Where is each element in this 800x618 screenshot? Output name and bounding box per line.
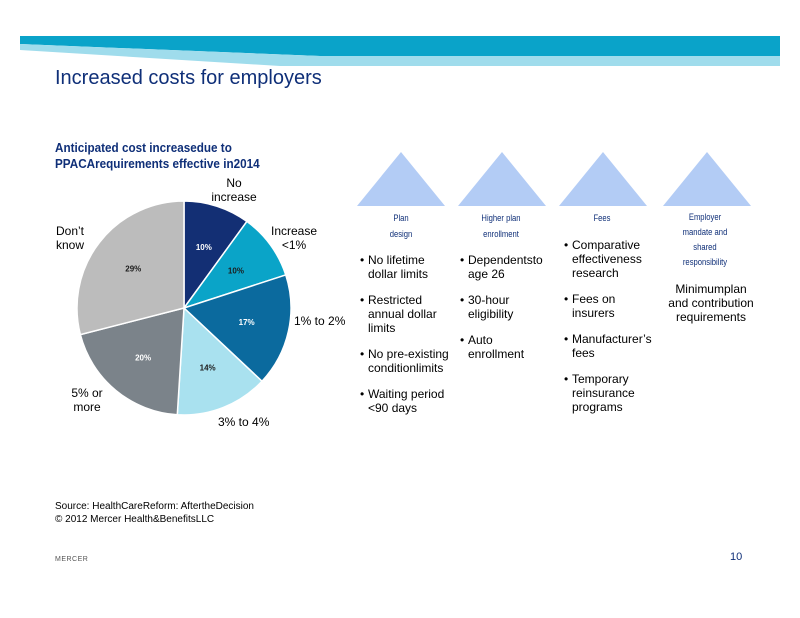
list-item: Manufacturer’s fees	[564, 332, 660, 360]
head-employer-mandate-line1: Employer	[688, 212, 722, 222]
label-increase-lt1-line1: Increase	[270, 224, 318, 238]
label-5-or-more-line1: 5% or	[71, 386, 103, 400]
label-1-to-2: 1% to 2%	[294, 314, 346, 328]
head-higher-enrollment-line2: enrollment	[483, 229, 519, 239]
list-item: Fees on insurers	[564, 292, 660, 320]
pie-value-label-5-or-more: 20%	[135, 353, 151, 362]
page-number: 10	[730, 551, 743, 563]
list-item: Dependentsto age 26	[460, 253, 552, 281]
head-higher-enrollment: Higher plan enrollment	[468, 210, 534, 242]
pie-chart: 10% 10% 17% 14% 20% 29%	[76, 200, 292, 416]
label-dont-know-line1: Don’t	[56, 224, 85, 238]
triangle-plan-design	[357, 152, 445, 206]
triangle-fees	[559, 152, 647, 206]
head-fees-line1: Fees	[593, 213, 611, 223]
pie-value-label-1-to-2: 17%	[239, 318, 255, 327]
pie-value-label-increase-lt1: 10%	[228, 266, 244, 275]
label-5-or-more: 5% or more	[62, 386, 112, 414]
list-item: No pre-existing conditionlimits	[360, 347, 452, 375]
label-dont-know-line2: know	[56, 238, 85, 252]
pie-value-label-no-increase: 10%	[196, 243, 212, 252]
pie-slice-1-to-2	[182, 273, 292, 383]
copyright-line: © 2012 Mercer Health&BenefitsLLC	[55, 514, 215, 525]
pie-slice-5-or-more	[79, 307, 185, 416]
chart-title: Anticipated cost increasedue to PPACAreq…	[55, 140, 303, 172]
category-triangles	[357, 152, 751, 206]
header-band	[20, 36, 780, 66]
pie-slice-dont-know	[76, 200, 185, 336]
header-band-light	[20, 44, 780, 66]
pie-value-label-3-to-4: 14%	[200, 364, 216, 373]
list-fees: Comparative effectiveness research Fees …	[564, 238, 660, 426]
label-no-increase-line2: increase	[211, 190, 257, 204]
head-employer-mandate-line3: shared	[693, 242, 717, 252]
label-increase-lt1-line2: <1%	[281, 238, 307, 252]
label-no-increase: No increase	[206, 176, 262, 204]
triangle-higher-enrollment	[458, 152, 546, 206]
label-3-to-4: 3% to 4%	[218, 415, 270, 429]
pie-slice-3-to-4	[176, 306, 264, 416]
list-item: Temporary reinsurance programs	[564, 372, 660, 414]
head-fees: Fees	[569, 210, 635, 226]
head-employer-mandate-line2: mandate and	[682, 227, 728, 237]
employer-mandate-text: Minimumplan and contribution requirement…	[668, 282, 754, 324]
chart-title-line-2: PPACArequirements effective in2014	[55, 156, 260, 171]
label-5-or-more-line2: more	[73, 400, 101, 414]
list-higher-enrollment: Dependentsto age 26 30-hour eligibility …	[460, 253, 552, 373]
list-item: Waiting period <90 days	[360, 387, 452, 415]
list-item: 30-hour eligibility	[460, 293, 552, 321]
head-plan-design-line1: Plan	[393, 213, 409, 223]
head-higher-enrollment-line1: Higher plan	[481, 213, 521, 223]
label-dont-know: Don’t know	[56, 224, 100, 252]
source-line-1: Source: HealthCareReform: AftertheDecisi…	[55, 501, 254, 512]
pie-value-label-dont-know: 29%	[125, 265, 141, 274]
list-plan-design: No lifetime dollar limits Restricted ann…	[360, 253, 452, 427]
slide-title: Increased costs for employers	[55, 67, 322, 89]
header-band-dark	[20, 36, 780, 56]
list-item: No lifetime dollar limits	[360, 253, 452, 281]
head-plan-design-line2: design	[389, 229, 413, 239]
list-item: Comparative effectiveness research	[564, 238, 660, 280]
label-increase-lt1: Increase <1%	[266, 224, 322, 252]
head-employer-mandate: Employer mandate and shared responsibili…	[667, 210, 744, 270]
list-item: Auto enrollment	[460, 333, 552, 361]
footer-brand: MERCER	[55, 556, 89, 563]
label-no-increase-line1: No	[226, 176, 242, 190]
head-plan-design: Plan design	[368, 210, 434, 242]
triangle-employer-mandate	[663, 152, 751, 206]
head-employer-mandate-line4: responsibility	[682, 257, 728, 267]
chart-title-line-1: Anticipated cost increasedue to	[55, 140, 232, 155]
list-item: Restricted annual dollar limits	[360, 293, 452, 335]
source-note: Source: HealthCareReform: AftertheDecisi…	[55, 500, 254, 526]
